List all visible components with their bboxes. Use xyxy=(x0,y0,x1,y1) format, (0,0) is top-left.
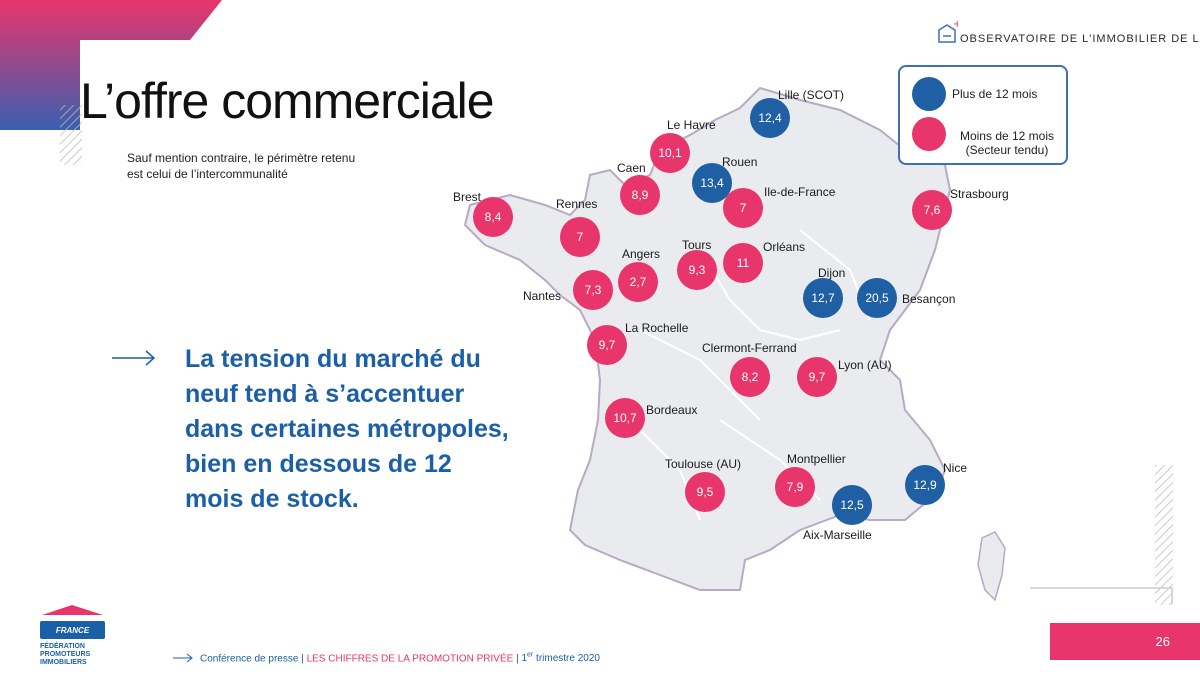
city-label-strasbourg: Strasbourg xyxy=(950,187,1009,201)
city-bubble-brest: 8,4 xyxy=(473,197,513,237)
city-label-besancon: Besançon xyxy=(902,292,956,306)
city-bubble-rouen: 13,4 xyxy=(692,163,732,203)
city-label-nantes: Nantes xyxy=(523,289,562,303)
city-bubble-nice: 12,9 xyxy=(905,465,945,505)
page-number-box: 26 xyxy=(1050,623,1200,660)
city-label-clermont: Clermont-Ferrand xyxy=(702,341,797,355)
city-label-la-rochelle: La Rochelle xyxy=(625,321,689,335)
observatory-label: OBSERVATOIRE DE L'IMMOBILIER DE LA FPI xyxy=(960,33,1200,45)
city-label-rouen: Rouen xyxy=(722,155,758,169)
city-label-rennes: Rennes xyxy=(556,197,598,211)
footer-text: Conférence de presse | LES CHIFFRES DE L… xyxy=(200,652,600,664)
city-bubble-toulouse: 9,5 xyxy=(685,472,725,512)
logo-flag: FRANCE xyxy=(40,621,105,639)
city-label-montpellier: Montpellier xyxy=(787,452,846,466)
logo-org-name: FÉDÉRATION PROMOTEURS IMMOBILIERS xyxy=(40,643,91,666)
city-bubble-le-havre: 10,1 xyxy=(650,133,690,173)
footer-part-3: 1er trimestre 2020 xyxy=(521,652,600,665)
city-label-nice: Nice xyxy=(943,461,968,475)
footer-arrow-icon xyxy=(173,653,193,663)
city-label-lille: Lille (SCOT) xyxy=(778,88,845,102)
city-label-le-havre: Le Havre xyxy=(667,118,716,132)
scope-note: Sauf mention contraire, le périmètre ret… xyxy=(127,151,356,181)
footer-separator: | xyxy=(301,653,304,665)
city-bubble-tours: 9,3 xyxy=(677,250,717,290)
city-bubble-rennes: 7 xyxy=(560,217,600,257)
footer-part-1: Conférence de presse xyxy=(200,653,299,665)
city-bubble-clermont: 8,2 xyxy=(730,357,770,397)
legend-under-12-label: Moins de 12 mois (Secteur tendu) xyxy=(959,129,1055,157)
key-message: La tension du marché du neuf tend à s’ac… xyxy=(185,345,509,513)
roof-icon xyxy=(42,605,103,615)
page-number: 26 xyxy=(1155,634,1170,649)
map-legend: Plus de 12 mois Moins de 12 mois (Secteu… xyxy=(898,65,1068,165)
fpi-logo: FRANCE FÉDÉRATION PROMOTEURS IMMOBILIERS xyxy=(40,603,105,667)
city-bubble-nantes: 7,3 xyxy=(573,270,613,310)
observatory-logo-icon: + xyxy=(938,20,958,43)
city-bubble-la-rochelle: 9,7 xyxy=(587,325,627,365)
city-label-bordeaux: Bordeaux xyxy=(646,403,698,417)
page-title: L’offre commerciale xyxy=(80,73,495,129)
city-bubble-lyon: 9,7 xyxy=(797,357,837,397)
legend-under-12-dot xyxy=(912,117,946,151)
city-bubble-dijon: 12,7 xyxy=(803,278,843,318)
city-bubble-strasbourg: 7,6 xyxy=(912,190,952,230)
city-bubble-lille: 12,4 xyxy=(750,98,790,138)
city-label-idf: Ile-de-France xyxy=(764,185,836,199)
city-label-caen: Caen xyxy=(617,161,646,175)
city-label-angers: Angers xyxy=(622,247,661,261)
city-label-tours: Tours xyxy=(682,238,712,252)
city-label-toulouse: Toulouse (AU) xyxy=(665,457,742,471)
city-bubble-idf: 7 xyxy=(723,188,763,228)
footer-part-2: LES CHIFFRES DE LA PROMOTION PRIVÉE xyxy=(306,653,514,665)
city-bubble-montpellier: 7,9 xyxy=(775,467,815,507)
city-bubble-besancon: 20,5 xyxy=(857,278,897,318)
city-label-orleans: Orléans xyxy=(763,240,806,254)
city-label-brest: Brest xyxy=(453,190,482,204)
decorative-corner-graphic xyxy=(0,0,230,165)
legend-over-12-dot xyxy=(912,77,946,111)
footer-separator: | xyxy=(516,653,519,665)
arrow-right-icon xyxy=(112,350,156,366)
city-bubble-angers: 2,7 xyxy=(618,262,658,302)
legend-over-12-label: Plus de 12 mois xyxy=(952,87,1038,101)
svg-text:+: + xyxy=(953,20,958,30)
city-bubble-aix-marseille: 12,5 xyxy=(832,485,872,525)
city-bubble-orleans: 11 xyxy=(723,243,763,283)
city-label-aix-marseille: Aix-Marseille xyxy=(803,528,872,542)
city-bubble-caen: 8,9 xyxy=(620,175,660,215)
city-bubble-bordeaux: 10,7 xyxy=(605,398,645,438)
city-label-dijon: Dijon xyxy=(818,266,846,280)
city-label-lyon: Lyon (AU) xyxy=(838,358,892,372)
